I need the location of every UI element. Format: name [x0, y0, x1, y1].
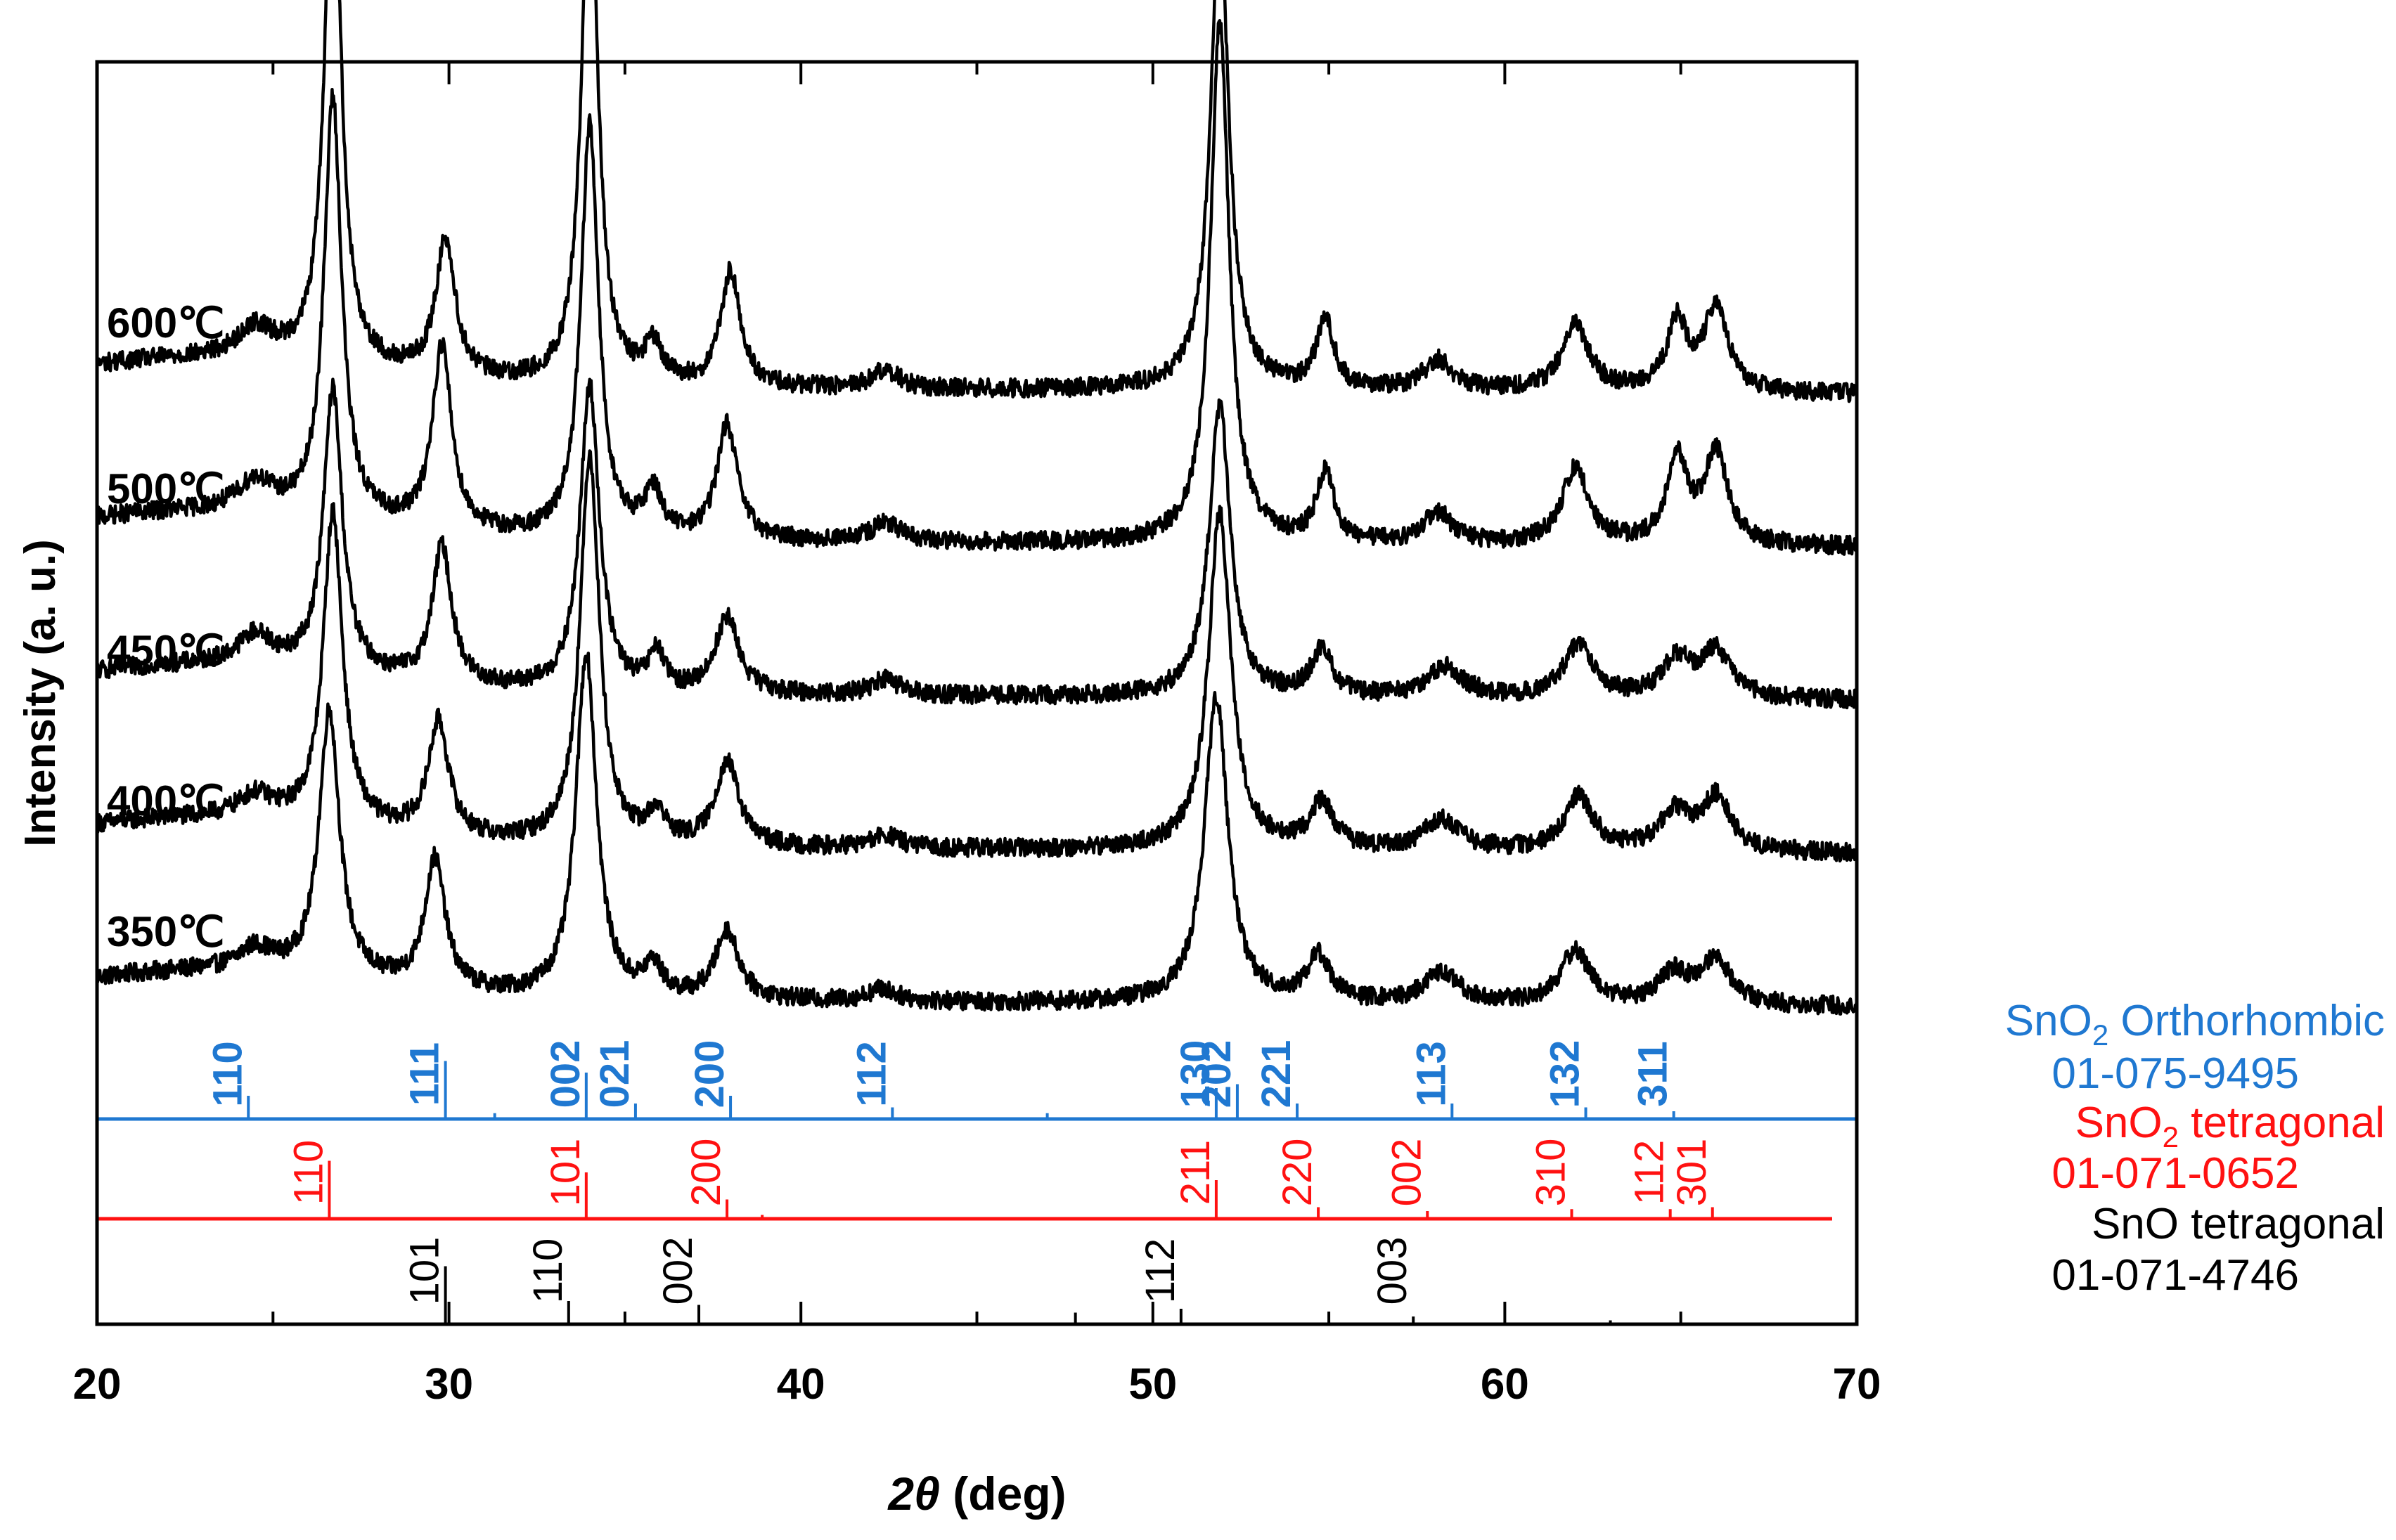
reference-legend-formula-1: SnO	[2075, 1099, 2163, 1147]
x-tick-label-60: 60	[1481, 1360, 1529, 1409]
series-line-1	[95, 449, 1859, 863]
series-label-3: 500℃	[107, 465, 225, 512]
axes-layer: 20 30 40 50 60 70	[73, 60, 1881, 1409]
reference-0-hkl-label-10: 221	[1254, 1040, 1299, 1108]
x-axis-label-unit: (deg)	[940, 1468, 1067, 1520]
reference-legend-name-2: SnO tetragonal	[2092, 1200, 2385, 1248]
reference-0-hkl-label-1: 111	[402, 1042, 448, 1106]
reference-legend-name-1: SnO2 tetragonal	[2075, 1099, 2385, 1153]
reference-1-hkl-label-4: 211	[1173, 1140, 1218, 1205]
reference-0-hkl-label-5: 200	[687, 1040, 733, 1108]
series-line-3	[95, 18, 1859, 556]
reference-2-hkl-label-2: 002	[655, 1237, 701, 1305]
x-tick-label-30: 30	[425, 1360, 473, 1409]
y-axis-label: Intensity (a. u.)	[16, 539, 65, 846]
series-label-0: 350℃	[107, 908, 225, 955]
x-axis-label-symbol: 2θ	[887, 1468, 940, 1520]
reference-0-hkl-label-6: 112	[849, 1041, 894, 1107]
x-tick-label-40: 40	[777, 1360, 825, 1409]
reference-2-hkl-label-4: 112	[1138, 1238, 1183, 1303]
reference-2-hkl-label-5: 003	[1370, 1237, 1415, 1305]
reference-legend-formula-0: SnO	[2005, 997, 2092, 1045]
reference-1-hkl-label-2: 200	[683, 1139, 729, 1207]
x-tick-label-50: 50	[1128, 1360, 1177, 1409]
reference-0-hkl-label-0: 110	[205, 1041, 250, 1107]
reference-legend-subscript-1: 2	[2163, 1120, 2179, 1153]
series-line-4	[95, 0, 1859, 403]
x-axis-label: 2θ (deg)	[887, 1468, 1066, 1520]
reference-1-hkl-label-7: 310	[1528, 1139, 1574, 1207]
reference-1-hkl-label-9: 301	[1669, 1139, 1715, 1207]
reference-legend-name-0: SnO2 Orthorhombic	[2005, 997, 2385, 1052]
reference-2-hkl-label-1: 110	[525, 1238, 571, 1303]
reference-0-hkl-label-11: 113	[1408, 1041, 1454, 1107]
reference-0-hkl-label-12: 132	[1542, 1040, 1588, 1108]
reference-0-hkl-label-13: 311	[1630, 1041, 1676, 1107]
series-label-4: 600℃	[107, 299, 225, 347]
series-label-2: 450℃	[107, 627, 225, 674]
series-line-0	[95, 652, 1859, 1016]
reference-1-hkl-label-0: 110	[285, 1140, 331, 1205]
reference-1-hkl-label-6: 002	[1384, 1139, 1429, 1207]
x-tick-label-70: 70	[1833, 1360, 1881, 1409]
reference-1-hkl-label-8: 112	[1627, 1140, 1673, 1205]
reference-0-hkl-label-4: 021	[592, 1040, 638, 1108]
reference-legend-card-2: 01-071-4746	[2052, 1251, 2299, 1300]
reference-legend-formula-2: SnO tetragonal	[2092, 1200, 2385, 1248]
reference-0-hkl-label-3: 002	[543, 1040, 588, 1108]
series-line-2	[96, 377, 1859, 710]
x-tick-label-20: 20	[73, 1360, 122, 1409]
reference-1-hkl-label-1: 101	[543, 1139, 588, 1207]
reference-0-hkl-label-9: 202	[1194, 1040, 1239, 1108]
reference-0-hkl-label-8: 130	[1173, 1040, 1218, 1108]
reference-legend-subscript-0: 2	[2092, 1018, 2108, 1052]
reference-legend-card-0: 01-075-9495	[2052, 1049, 2299, 1098]
reference-legend-card-1: 01-071-0652	[2052, 1149, 2299, 1198]
reference-legend-phase-0: Orthorhombic	[2108, 997, 2385, 1045]
reference-legend-phase-1: tetragonal	[2179, 1099, 2385, 1147]
reference-2-hkl-label-0: 101	[402, 1237, 448, 1305]
series-label-1: 400℃	[107, 777, 225, 824]
reference-1-hkl-label-5: 220	[1275, 1139, 1320, 1207]
